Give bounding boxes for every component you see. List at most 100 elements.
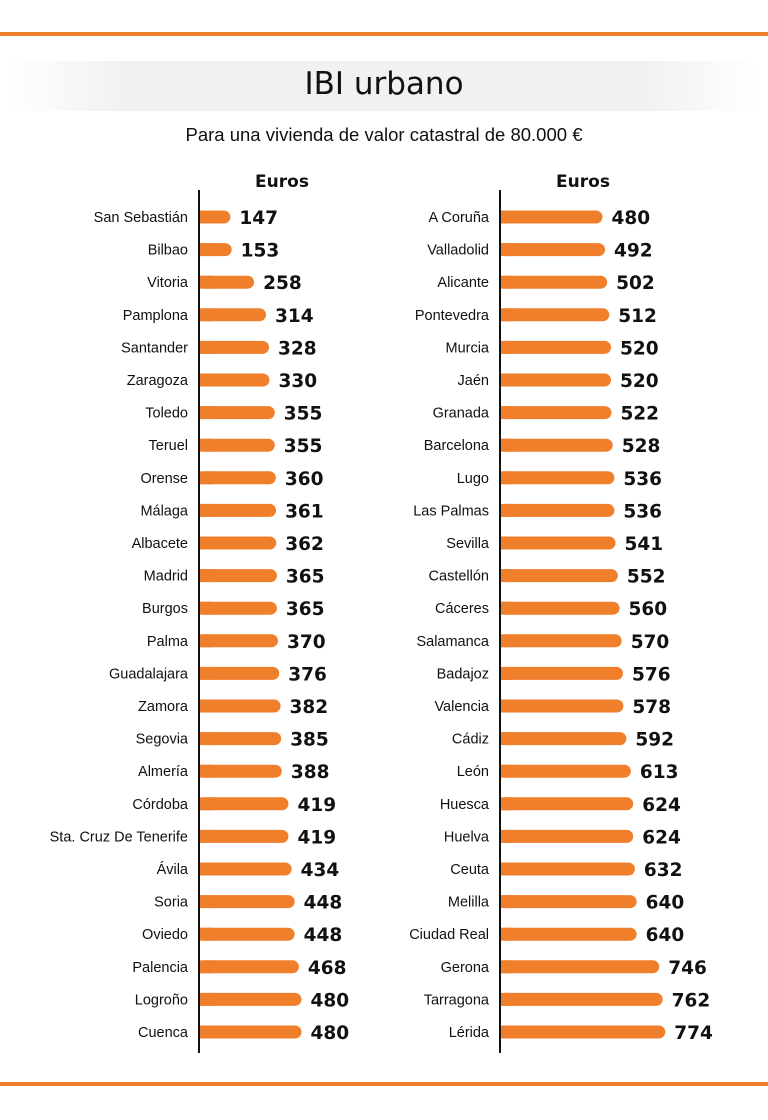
left-bar: [199, 960, 299, 974]
right-bar-base: [500, 569, 513, 583]
right-bar-base: [500, 243, 513, 257]
right-value-label: 640: [646, 925, 685, 946]
left-value-label: 480: [310, 1023, 349, 1044]
right-category-label: Cádiz: [452, 732, 489, 748]
left-bar-base: [199, 601, 212, 615]
left-category-label: Palma: [147, 634, 189, 650]
right-category-label: Jaén: [458, 373, 489, 389]
left-bar-base: [199, 438, 212, 452]
left-category-label: Cuenca: [138, 1025, 189, 1041]
right-value-label: 552: [627, 567, 666, 588]
left-bar: [199, 438, 275, 452]
right-bar-base: [500, 406, 513, 420]
left-category-label: Bilbao: [148, 243, 188, 259]
right-category-label: Salamanca: [416, 634, 489, 650]
right-value-label: 520: [620, 338, 659, 359]
left-bar-base: [199, 503, 212, 517]
left-category-label: Palencia: [132, 960, 189, 976]
right-category-label: Barcelona: [424, 438, 490, 454]
left-category-label: Málaga: [140, 503, 188, 519]
right-category-label: Valladolid: [427, 243, 489, 259]
right-value-label: 774: [674, 1023, 713, 1044]
right-category-label: Cáceres: [435, 601, 489, 617]
right-bar: [500, 373, 612, 387]
left-bar: [199, 308, 267, 322]
left-value-label: 382: [290, 697, 329, 718]
left-bar: [199, 536, 277, 550]
right-category-label: Ciudad Real: [409, 927, 489, 943]
right-bar: [500, 503, 615, 517]
left-category-label: Almería: [138, 764, 189, 780]
right-category-label: Tarragona: [424, 992, 490, 1008]
left-bar: [199, 829, 289, 843]
right-category-label: León: [457, 764, 489, 780]
right-bar-base: [500, 666, 513, 680]
right-bar-base: [500, 992, 513, 1006]
left-category-label: Toledo: [145, 406, 188, 422]
right-bar-base: [500, 536, 513, 550]
right-value-label: 560: [629, 599, 668, 620]
left-value-label: 370: [287, 632, 326, 653]
right-category-label: A Coruña: [429, 210, 490, 226]
right-category-label: Sevilla: [446, 536, 490, 552]
right-category-label: Murcia: [445, 340, 489, 356]
right-bar-base: [500, 471, 513, 485]
left-bar-base: [199, 797, 212, 811]
left-value-label: 361: [285, 501, 324, 522]
left-bar: [199, 927, 295, 941]
left-value-label: 355: [284, 436, 323, 457]
right-bar: [500, 1025, 666, 1039]
left-value-label: 385: [290, 730, 329, 751]
right-bar-base: [500, 862, 513, 876]
right-bar: [500, 699, 624, 713]
left-bar-base: [199, 569, 212, 583]
right-bar: [500, 601, 620, 615]
right-bar: [500, 797, 634, 811]
left-category-label: San Sebastián: [94, 210, 188, 226]
left-bar: [199, 340, 270, 354]
bottom-rule: [0, 1082, 768, 1086]
left-category-label: Zamora: [138, 699, 189, 715]
right-category-label: Huesca: [440, 797, 490, 813]
left-category-label: Burgos: [142, 601, 188, 617]
left-bar-base: [199, 699, 212, 713]
left-category-label: Logroño: [135, 992, 188, 1008]
right-bar-base: [500, 275, 513, 289]
left-bar-base: [199, 764, 212, 778]
right-category-label: Pontevedra: [415, 308, 490, 324]
right-bar: [500, 406, 612, 420]
right-bar: [500, 438, 613, 452]
right-category-label: Granada: [433, 406, 490, 422]
left-bar: [199, 471, 276, 485]
left-bar-base: [199, 373, 212, 387]
left-category-label: Orense: [140, 471, 188, 487]
right-bar-base: [500, 895, 513, 909]
left-bar: [199, 503, 277, 517]
left-bar-base: [199, 1025, 212, 1039]
left-value-label: 258: [263, 273, 302, 294]
right-value-label: 528: [622, 436, 661, 457]
right-value-label: 536: [623, 501, 662, 522]
right-bar: [500, 764, 631, 778]
left-value-label: 448: [304, 893, 343, 914]
left-value-label: 330: [278, 371, 317, 392]
left-bar: [199, 764, 282, 778]
left-category-label: Pamplona: [123, 308, 189, 324]
left-bar: [199, 797, 289, 811]
left-bar: [199, 373, 270, 387]
right-category-label: Alicante: [437, 275, 489, 291]
left-bar: [199, 601, 277, 615]
right-value-label: 592: [635, 730, 674, 751]
right-bar-base: [500, 960, 513, 974]
left-value-label: 419: [297, 795, 336, 816]
right-bar: [500, 829, 634, 843]
right-bar: [500, 471, 615, 485]
right-bar-base: [500, 634, 513, 648]
right-value-label: 578: [632, 697, 671, 718]
right-bar: [500, 666, 623, 680]
right-bar-base: [500, 732, 513, 746]
right-value-label: 624: [642, 795, 681, 816]
right-category-label: Ceuta: [450, 862, 490, 878]
right-bar: [500, 927, 637, 941]
